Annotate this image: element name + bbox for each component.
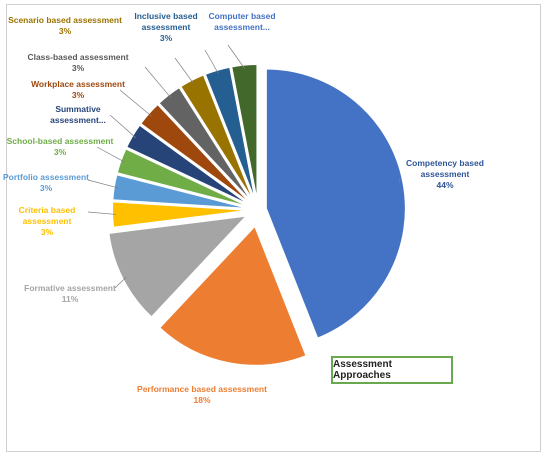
leader-line (227, 44, 245, 69)
slice-label: Scenario based assessment 3% (8, 15, 122, 36)
slice-label: Class-based assessment 3% (27, 52, 128, 73)
slice-label: Criteria based assessment 3% (19, 205, 76, 237)
chart-title-box: Assessment Approaches (331, 356, 453, 384)
leader-line (109, 114, 137, 138)
leader-line (87, 211, 117, 215)
leader-line (174, 57, 194, 84)
slice-label: Computer based assessment... (208, 11, 275, 32)
pie-slice (264, 67, 407, 340)
slice-label: School-based assessment 3% (7, 136, 114, 157)
pie-slice (178, 73, 257, 206)
slice-label: Competency based assessment 44% (406, 158, 484, 190)
pie-slice (107, 214, 250, 319)
pie-slice (111, 200, 253, 229)
pie-slice (124, 123, 254, 208)
slice-label: Workplace assessment 3% (31, 79, 125, 100)
pie-slice (157, 223, 308, 367)
slice-label: Inclusive based assessment 3% (134, 11, 197, 43)
slice-label: Portfolio assessment 3% (3, 172, 89, 193)
leader-line (96, 146, 125, 163)
leader-line (144, 66, 172, 99)
leader-line (114, 276, 127, 289)
chart-title: Assessment Approaches (333, 359, 392, 381)
pie-slice (230, 63, 259, 205)
pie-slice (115, 147, 253, 209)
leader-line (204, 49, 219, 74)
pie-slice (203, 65, 258, 205)
slice-label: Performance based assessment 18% (137, 384, 267, 405)
slice-label: Formative assessment 11% (24, 283, 116, 304)
leader-line (399, 177, 401, 184)
slice-label: Summative assessment... (50, 104, 106, 125)
leader-line (119, 89, 152, 117)
pie-slice (111, 173, 253, 211)
leader-line (87, 179, 118, 189)
